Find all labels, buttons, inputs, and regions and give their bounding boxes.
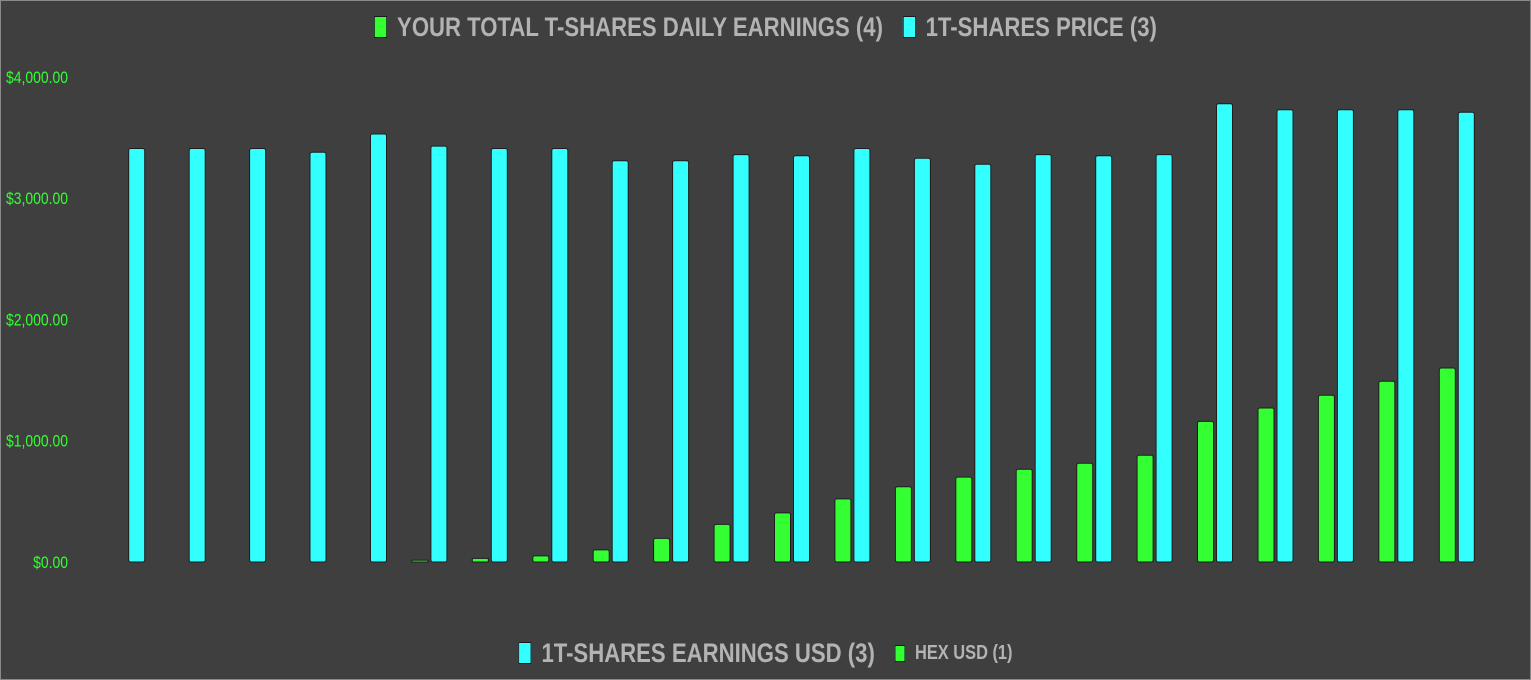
- legend-label-tshares-price: 1T-SHARES PRICE (3): [925, 11, 1157, 42]
- legend-swatch-daily-earnings: [374, 16, 388, 38]
- bar-earnings-8[interactable]: [592, 549, 610, 563]
- bar-price-3[interactable]: [309, 151, 327, 563]
- bar-earnings-14[interactable]: [955, 476, 973, 563]
- bar-earnings-22[interactable]: [1438, 367, 1456, 563]
- bar-price-0[interactable]: [128, 148, 146, 563]
- legend-swatch-tshares-earnings-usd: [518, 642, 532, 664]
- bar-earnings-18[interactable]: [1197, 420, 1214, 563]
- legend-item-tshares-earnings-usd[interactable]: 1T-SHARES EARNINGS USD (3): [518, 637, 875, 669]
- bar-price-8[interactable]: [611, 160, 629, 563]
- bar-price-4[interactable]: [370, 133, 387, 563]
- y-tick-label-0: $0.00: [33, 554, 68, 573]
- legend-item-daily-earnings[interactable]: YOUR TOTAL T-SHARES DAILY EARNINGS (4): [374, 12, 883, 43]
- bar-price-11[interactable]: [793, 155, 810, 563]
- bar-earnings-5[interactable]: [411, 559, 429, 563]
- bar-price-1[interactable]: [188, 148, 206, 563]
- legend-item-hex-usd[interactable]: HEX USD (1): [894, 641, 1013, 665]
- bar-price-21[interactable]: [1397, 109, 1415, 563]
- bar-earnings-11[interactable]: [774, 512, 791, 563]
- bar-price-5[interactable]: [430, 145, 448, 563]
- bar-earnings-21[interactable]: [1378, 380, 1396, 563]
- bar-price-20[interactable]: [1336, 109, 1354, 563]
- bar-price-18[interactable]: [1216, 103, 1233, 563]
- bar-price-22[interactable]: [1457, 111, 1475, 563]
- bar-earnings-12[interactable]: [834, 498, 852, 563]
- bar-price-19[interactable]: [1276, 109, 1294, 563]
- bar-price-13[interactable]: [913, 157, 931, 563]
- legend-swatch-tshares-price: [902, 16, 916, 38]
- bar-earnings-13[interactable]: [894, 486, 912, 563]
- bar-earnings-19[interactable]: [1257, 407, 1275, 563]
- bar-price-2[interactable]: [249, 148, 267, 563]
- bar-earnings-17[interactable]: [1136, 454, 1154, 563]
- y-tick-label-2: $2,000.00: [6, 311, 68, 330]
- y-tick-label-4: $4,000.00: [6, 69, 68, 88]
- bar-price-17[interactable]: [1155, 154, 1173, 563]
- bar-earnings-6[interactable]: [471, 557, 489, 563]
- legend-label-hex-usd: HEX USD (1): [915, 641, 1013, 664]
- bar-price-9[interactable]: [672, 160, 690, 563]
- bar-earnings-15[interactable]: [1015, 468, 1033, 563]
- bar-price-6[interactable]: [490, 148, 508, 563]
- legend-label-daily-earnings: YOUR TOTAL T-SHARES DAILY EARNINGS (4): [397, 11, 883, 42]
- legend-top: YOUR TOTAL T-SHARES DAILY EARNINGS (4) 1…: [138, 10, 1393, 44]
- bar-price-15[interactable]: [1034, 154, 1052, 563]
- y-tick-label-1: $1,000.00: [6, 433, 68, 452]
- legend-bottom: 1T-SHARES EARNINGS USD (3) HEX USD (1): [138, 636, 1393, 670]
- bar-earnings-10[interactable]: [713, 523, 731, 563]
- legend-label-tshares-earnings-usd: 1T-SHARES EARNINGS USD (3): [541, 637, 875, 668]
- bar-price-10[interactable]: [732, 154, 750, 563]
- bar-price-14[interactable]: [974, 163, 992, 563]
- legend-swatch-hex-usd: [894, 644, 906, 662]
- bar-price-7[interactable]: [551, 148, 569, 563]
- y-tick-label-3: $3,000.00: [6, 190, 68, 209]
- bar-earnings-9[interactable]: [653, 537, 671, 563]
- legend-item-tshares-price[interactable]: 1T-SHARES PRICE (3): [902, 11, 1157, 43]
- bar-earnings-20[interactable]: [1317, 394, 1335, 563]
- bar-price-12[interactable]: [853, 148, 871, 563]
- bar-earnings-16[interactable]: [1076, 462, 1094, 563]
- bar-price-16[interactable]: [1095, 155, 1113, 563]
- bar-earnings-7[interactable]: [532, 555, 550, 563]
